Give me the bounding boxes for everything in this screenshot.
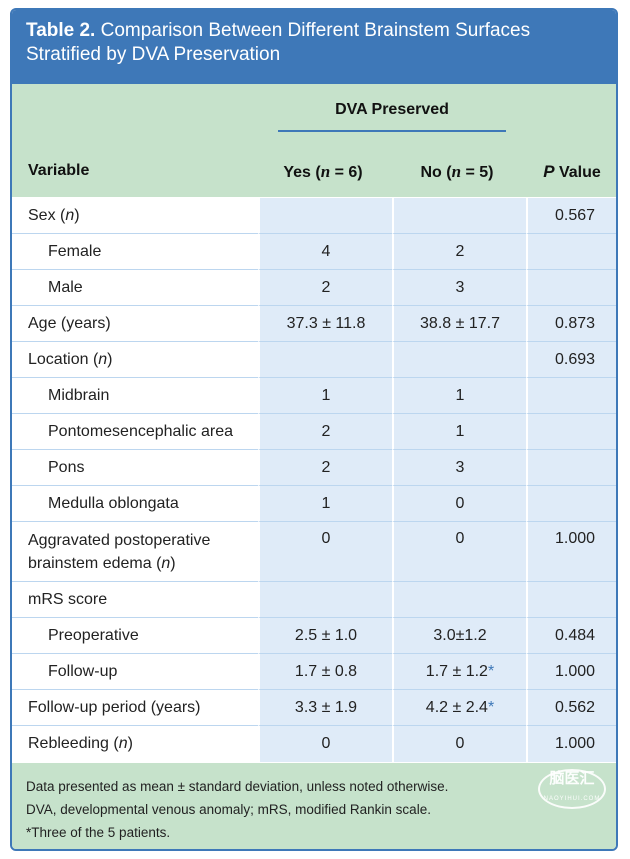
table-title: Table 2. Comparison Between Different Br… xyxy=(12,10,616,84)
cell-no xyxy=(392,342,526,378)
row-label: Location (n) xyxy=(12,342,258,378)
table-row: Female 4 2 xyxy=(12,234,616,270)
cell-no: 4.2 ± 2.4* xyxy=(392,690,526,726)
cell-no: 1 xyxy=(392,378,526,414)
cell-yes: 2 xyxy=(258,450,392,486)
cell-yes xyxy=(258,198,392,234)
footnote-marker: * xyxy=(487,662,495,680)
cell-no: 3 xyxy=(392,450,526,486)
table-row: Male 2 3 xyxy=(12,270,616,306)
cell-no: 38.8 ± 17.7 xyxy=(392,306,526,342)
table-row: Preoperative 2.5 ± 1.0 3.0±1.2 0.484 xyxy=(12,618,616,654)
header-no: No (n = 5) xyxy=(420,162,494,181)
cell-yes: 1.7 ± 0.8 xyxy=(258,654,392,690)
table-number: Table 2. xyxy=(26,20,96,41)
table-row: Aggravated postoperative brainstem edema … xyxy=(12,522,616,582)
footnote: Data presented as mean ± standard deviat… xyxy=(26,779,449,794)
table-row: Pontomesencephalic area 2 1 xyxy=(12,414,616,450)
table-row: Medulla oblongata 1 0 xyxy=(12,486,616,522)
cell-p-value xyxy=(526,582,616,618)
table-header: DVA Preserved Variable Yes (n = 6) No (n… xyxy=(12,84,616,198)
cell-p-value xyxy=(526,234,616,270)
group-header: DVA Preserved xyxy=(335,101,449,118)
cell-yes: 37.3 ± 11.8 xyxy=(258,306,392,342)
cell-yes: 0 xyxy=(258,522,392,582)
cell-yes: 2 xyxy=(258,414,392,450)
table-row: Sex (n) 0.567 xyxy=(12,198,616,234)
row-label: Rebleeding (n) xyxy=(12,726,258,762)
table-row: Follow-up 1.7 ± 0.8 1.7 ± 1.2* 1.000 xyxy=(12,654,616,690)
row-label: Preoperative xyxy=(12,618,258,654)
cell-p-value: 1.000 xyxy=(526,726,616,762)
cell-p-value: 0.484 xyxy=(526,618,616,654)
cell-p-value xyxy=(526,378,616,414)
cell-p-value: 0.562 xyxy=(526,690,616,726)
cell-yes: 1 xyxy=(258,378,392,414)
row-label: Aggravated postoperative brainstem edema … xyxy=(12,522,258,582)
cell-p-value xyxy=(526,486,616,522)
cell-p-value: 1.000 xyxy=(526,522,616,582)
table-row: Age (years) 37.3 ± 11.8 38.8 ± 17.7 0.873 xyxy=(12,306,616,342)
cell-yes: 3.3 ± 1.9 xyxy=(258,690,392,726)
cell-p-value xyxy=(526,450,616,486)
cell-p-value xyxy=(526,270,616,306)
cell-p-value: 0.567 xyxy=(526,198,616,234)
cell-p-value: 1.000 xyxy=(526,654,616,690)
cell-no: 1.7 ± 1.2* xyxy=(392,654,526,690)
cell-no xyxy=(392,198,526,234)
table-row: Midbrain 1 1 xyxy=(12,378,616,414)
row-label: Female xyxy=(12,234,258,270)
cell-no: 3.0±1.2 xyxy=(392,618,526,654)
cell-p-value: 0.693 xyxy=(526,342,616,378)
cell-yes: 2.5 ± 1.0 xyxy=(258,618,392,654)
group-rule xyxy=(278,130,506,132)
cell-yes: 0 xyxy=(258,726,392,762)
cell-yes xyxy=(258,342,392,378)
cell-no xyxy=(392,582,526,618)
cell-p-value: 0.873 xyxy=(526,306,616,342)
row-label: Midbrain xyxy=(12,378,258,414)
cell-no: 0 xyxy=(392,522,526,582)
table-row: Pons 2 3 xyxy=(12,450,616,486)
row-label: Follow-up period (years) xyxy=(12,690,258,726)
cell-no: 2 xyxy=(392,234,526,270)
data-table: Sex (n) 0.567 Female 4 2 Male 2 3 Age (years) 37.… xyxy=(12,198,616,762)
footnote: *Three of the 5 patients. xyxy=(26,825,171,840)
cell-no: 1 xyxy=(392,414,526,450)
cell-no: 0 xyxy=(392,726,526,762)
cell-yes: 4 xyxy=(258,234,392,270)
table-footnotes: Data presented as mean ± standard deviat… xyxy=(12,763,616,849)
row-label: mRS score xyxy=(12,582,258,618)
row-label: Medulla oblongata xyxy=(12,486,258,522)
row-label: Pontomesencephalic area xyxy=(12,414,258,450)
header-yes: Yes (n = 6) xyxy=(283,162,363,181)
table-caption: Comparison Between Different Brainstem S… xyxy=(26,20,531,65)
table-row: Rebleeding (n) 0 0 1.000 xyxy=(12,726,616,762)
footnote-marker: * xyxy=(487,698,495,716)
cell-no: 0 xyxy=(392,486,526,522)
row-label: Pons xyxy=(12,450,258,486)
cell-p-value xyxy=(526,414,616,450)
row-label: Sex (n) xyxy=(12,198,258,234)
row-label: Follow-up xyxy=(12,654,258,690)
cell-yes: 1 xyxy=(258,486,392,522)
header-variable: Variable xyxy=(28,162,90,179)
row-label: Age (years) xyxy=(12,306,258,342)
header-p-value: P Value xyxy=(543,162,601,181)
cell-no: 3 xyxy=(392,270,526,306)
table-row: mRS score xyxy=(12,582,616,618)
table-row: Location (n) 0.693 xyxy=(12,342,616,378)
cell-yes: 2 xyxy=(258,270,392,306)
footnote: DVA, developmental venous anomaly; mRS, … xyxy=(26,802,431,817)
watermark-logo: 脑医汇 NAOYIHUI.COM xyxy=(538,769,606,809)
table-row: Follow-up period (years) 3.3 ± 1.9 4.2 ± 2… xyxy=(12,690,616,726)
row-label: Male xyxy=(12,270,258,306)
cell-yes xyxy=(258,582,392,618)
table-frame: Table 2. Comparison Between Different Br… xyxy=(10,8,618,851)
